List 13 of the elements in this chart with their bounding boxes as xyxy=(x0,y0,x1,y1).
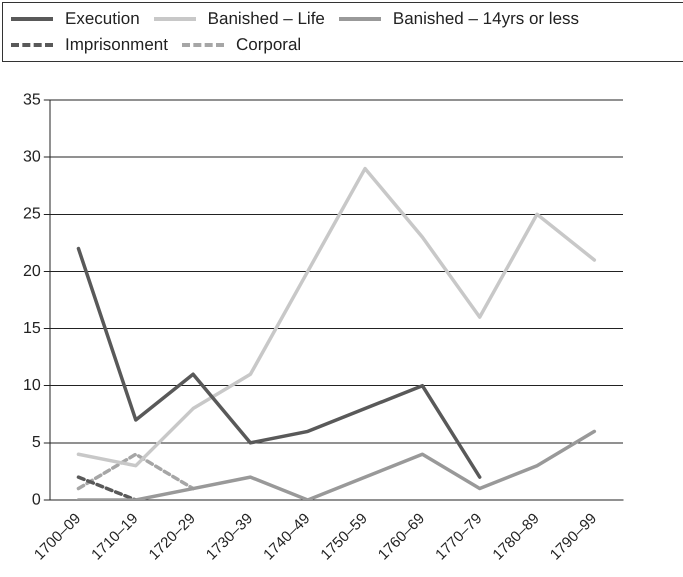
legend-label: Execution xyxy=(65,9,140,29)
legend-label: Imprisonment xyxy=(65,35,168,55)
y-tick-label: 10 xyxy=(23,377,41,394)
y-tick-label: 5 xyxy=(32,434,41,452)
y-tick-label: 15 xyxy=(23,320,41,337)
legend-label: Banished – Life xyxy=(208,9,325,29)
y-tick-label: 35 xyxy=(23,91,41,108)
y-tick-label: 30 xyxy=(23,148,41,166)
y-tick-label: 25 xyxy=(23,206,41,223)
legend-label: Banished – 14yrs or less xyxy=(392,9,580,29)
legend-label: Corporal xyxy=(236,35,302,55)
y-tick-label: 0 xyxy=(32,491,41,508)
y-tick-label: 20 xyxy=(23,262,41,280)
